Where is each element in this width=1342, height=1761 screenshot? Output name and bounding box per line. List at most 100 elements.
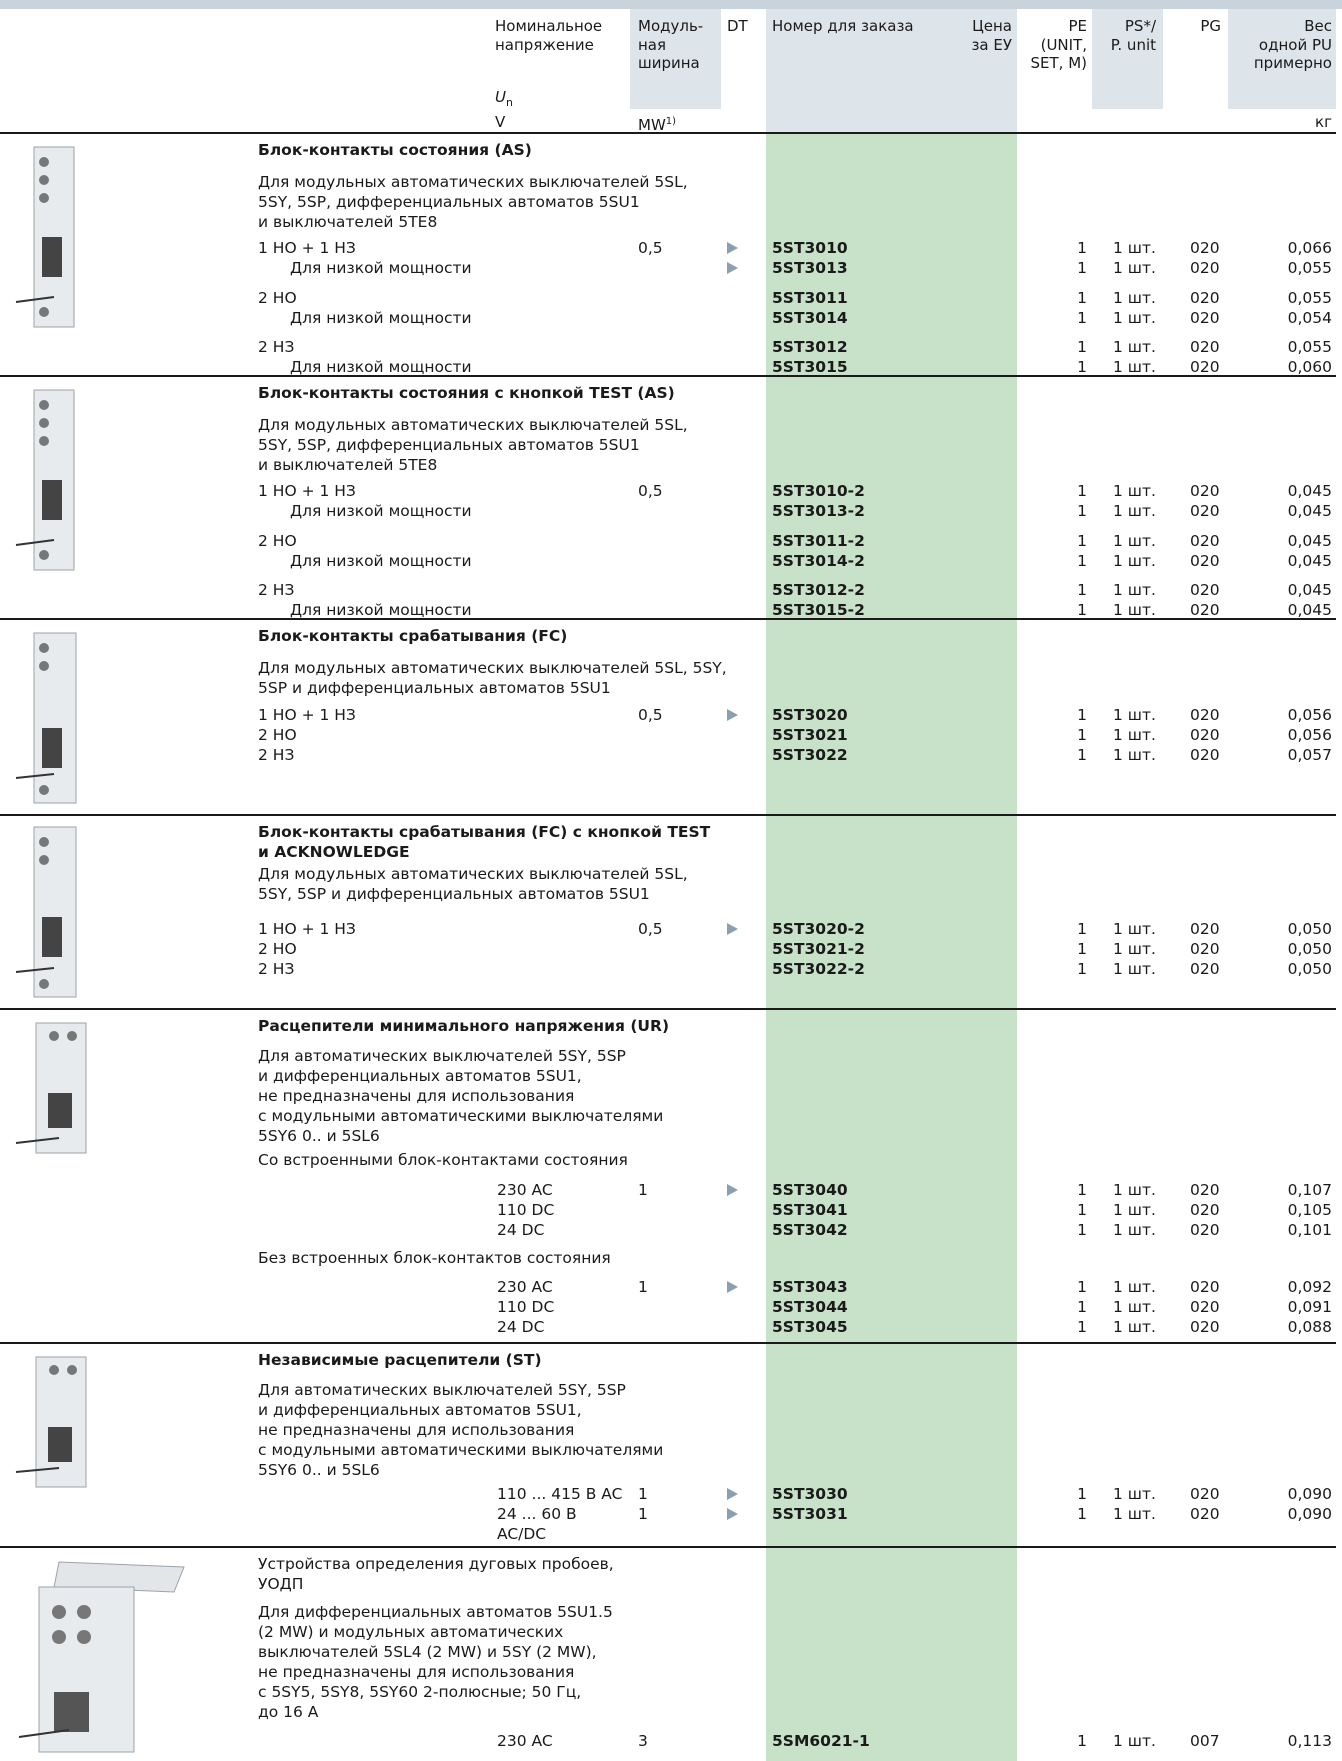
order-number: 5ST3030 bbox=[772, 1485, 848, 1503]
row-label: 2 НЗ bbox=[258, 338, 295, 356]
row-ps: 1 шт. bbox=[1113, 532, 1156, 550]
section-divider bbox=[0, 1546, 1336, 1548]
section-description: Для автоматических выключателей 5SY, 5SP bbox=[258, 1047, 626, 1065]
order-number: 5ST3013-2 bbox=[772, 502, 865, 520]
section-description: (2 MW) и модульных автоматических bbox=[258, 1623, 564, 1641]
section-description: не предназначены для использования bbox=[258, 1087, 575, 1105]
row-pe: 1 bbox=[1077, 920, 1087, 938]
row-pg: 020 bbox=[1190, 358, 1220, 376]
row-pg: 020 bbox=[1190, 1318, 1220, 1336]
order-number-column-highlight bbox=[766, 132, 1017, 1761]
section-description: 5SY, 5SP, дифференциальных автоматов 5SU… bbox=[258, 436, 640, 454]
subsection-label: Без встроенных блок-контактов состояния bbox=[258, 1249, 611, 1267]
row-module-width: 0,5 bbox=[638, 239, 663, 257]
row-weight: 0,050 bbox=[1287, 940, 1332, 958]
row-ps: 1 шт. bbox=[1113, 1732, 1156, 1750]
product-image-fault-contact bbox=[15, 632, 77, 804]
row-pe: 1 bbox=[1077, 502, 1087, 520]
row-ps: 1 шт. bbox=[1113, 1221, 1156, 1239]
row-pg: 020 bbox=[1190, 1298, 1220, 1316]
section-description: не предназначены для использования bbox=[258, 1421, 575, 1439]
section-description: и дифференциальных автоматов 5SU1, bbox=[258, 1067, 582, 1085]
row-voltage: 230 AC bbox=[497, 1732, 553, 1750]
section-description: Для дифференциальных автоматов 5SU1.5 bbox=[258, 1603, 613, 1621]
row-module-width: 0,5 bbox=[638, 482, 663, 500]
row-pg: 020 bbox=[1190, 1201, 1220, 1219]
section-title: Блок-контакты состояния (AS) bbox=[258, 141, 532, 159]
product-image-status-contact bbox=[15, 146, 75, 328]
row-ps: 1 шт. bbox=[1113, 1201, 1156, 1219]
row-weight: 0,045 bbox=[1287, 502, 1332, 520]
top-accent-bar bbox=[0, 0, 1342, 9]
order-number: 5ST3010-2 bbox=[772, 482, 865, 500]
row-pe: 1 bbox=[1077, 1221, 1087, 1239]
order-number: 5ST3014-2 bbox=[772, 552, 865, 570]
row-module-width: 1 bbox=[638, 1181, 648, 1199]
header-weight-shade bbox=[1228, 9, 1336, 109]
row-label: 2 НЗ bbox=[258, 960, 295, 978]
section-title: УОДП bbox=[258, 1575, 304, 1593]
section-divider bbox=[0, 1008, 1336, 1010]
row-label: Для низкой мощности bbox=[290, 358, 472, 376]
row-voltage: AC/DC bbox=[497, 1525, 547, 1543]
row-label: 2 НЗ bbox=[258, 581, 295, 599]
row-voltage: 110 DC bbox=[497, 1201, 555, 1219]
order-number: 5ST3013 bbox=[772, 259, 848, 277]
row-pe: 1 bbox=[1077, 726, 1087, 744]
order-number: 5ST3011-2 bbox=[772, 532, 865, 550]
row-ps: 1 шт. bbox=[1113, 581, 1156, 599]
row-weight: 0,066 bbox=[1287, 239, 1332, 257]
order-number: 5ST3014 bbox=[772, 309, 848, 327]
header-volt-unit: V bbox=[495, 113, 506, 131]
row-weight: 0,091 bbox=[1287, 1298, 1332, 1316]
header-voltage: Номинальное напряжение bbox=[495, 17, 603, 54]
row-label: Для низкой мощности bbox=[290, 601, 472, 619]
row-pg: 020 bbox=[1190, 920, 1220, 938]
section-description: 5SP и дифференциальных автоматов 5SU1 bbox=[258, 679, 611, 697]
row-label: 2 НО bbox=[258, 289, 297, 307]
row-pg: 020 bbox=[1190, 532, 1220, 550]
row-pe: 1 bbox=[1077, 581, 1087, 599]
header-module-shade bbox=[630, 9, 721, 109]
row-pg: 020 bbox=[1190, 1221, 1220, 1239]
row-pe: 1 bbox=[1077, 940, 1087, 958]
row-weight: 0,055 bbox=[1287, 259, 1332, 277]
row-label: 1 НО + 1 НЗ bbox=[258, 920, 356, 938]
header-module-width: Модуль- ная ширина bbox=[638, 17, 704, 72]
section-title: Устройства определения дуговых пробоев, bbox=[258, 1555, 614, 1573]
row-pg: 020 bbox=[1190, 309, 1220, 327]
row-ps: 1 шт. bbox=[1113, 309, 1156, 327]
row-weight: 0,050 bbox=[1287, 960, 1332, 978]
row-ps: 1 шт. bbox=[1113, 746, 1156, 764]
row-pe: 1 bbox=[1077, 1318, 1087, 1336]
row-module-width: 3 bbox=[638, 1732, 648, 1750]
section-description: 5SY6 0.. и 5SL6 bbox=[258, 1461, 380, 1479]
section-title: Независимые расцепители (ST) bbox=[258, 1351, 542, 1369]
row-ps: 1 шт. bbox=[1113, 482, 1156, 500]
row-pe: 1 bbox=[1077, 289, 1087, 307]
header-order-shade bbox=[766, 9, 1017, 132]
delivery-time-arrow-icon bbox=[727, 242, 738, 254]
row-pg: 020 bbox=[1190, 1181, 1220, 1199]
order-number: 5ST3010 bbox=[772, 239, 848, 257]
section-description: с модульными автоматическими выключателя… bbox=[258, 1107, 664, 1125]
row-pe: 1 bbox=[1077, 1505, 1087, 1523]
row-pe: 1 bbox=[1077, 482, 1087, 500]
row-pe: 1 bbox=[1077, 1485, 1087, 1503]
row-pe: 1 bbox=[1077, 1181, 1087, 1199]
row-weight: 0,055 bbox=[1287, 289, 1332, 307]
row-voltage: 24 DC bbox=[497, 1318, 545, 1336]
section-title: Блок-контакты состояния с кнопкой TEST (… bbox=[258, 384, 675, 402]
row-pe: 1 bbox=[1077, 1732, 1087, 1750]
row-module-width: 0,5 bbox=[638, 920, 663, 938]
delivery-time-arrow-icon bbox=[727, 262, 738, 274]
row-pe: 1 bbox=[1077, 1278, 1087, 1296]
row-label: 1 НО + 1 НЗ bbox=[258, 239, 356, 257]
order-number: 5ST3020-2 bbox=[772, 920, 865, 938]
section-description: Для модульных автоматических выключателе… bbox=[258, 416, 688, 434]
row-ps: 1 шт. bbox=[1113, 552, 1156, 570]
section-description: 5SY, 5SP, дифференциальных автоматов 5SU… bbox=[258, 193, 640, 211]
row-voltage: 230 AC bbox=[497, 1278, 553, 1296]
order-number: 5ST3041 bbox=[772, 1201, 848, 1219]
delivery-time-arrow-icon bbox=[727, 1508, 738, 1520]
